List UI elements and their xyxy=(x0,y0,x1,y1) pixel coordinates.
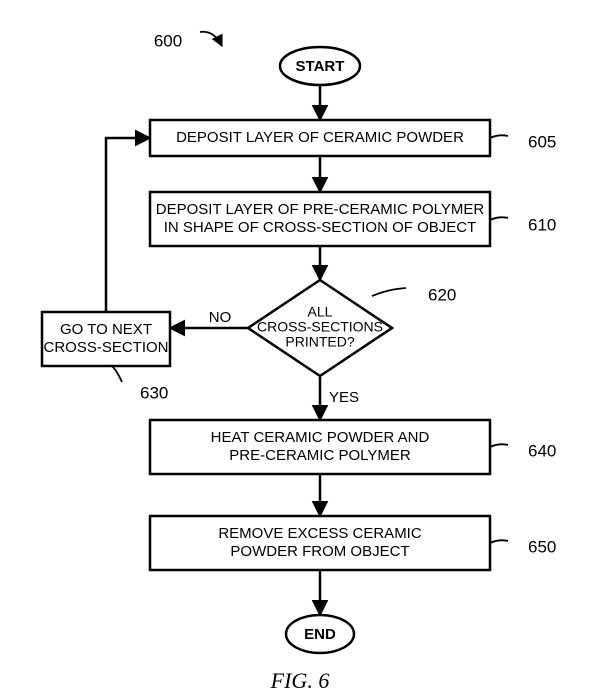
svg-text:DEPOSIT LAYER OF PRE-CERAMIC P: DEPOSIT LAYER OF PRE-CERAMIC POLYMER xyxy=(156,201,485,218)
ref-label-620: 620 xyxy=(428,285,456,304)
ref-leader-605 xyxy=(490,135,508,138)
svg-text:POWDER FROM OBJECT: POWDER FROM OBJECT xyxy=(230,543,409,560)
end-label: END xyxy=(304,626,336,643)
figure-ref-label: 600 xyxy=(154,31,182,50)
ref-label-640: 640 xyxy=(528,441,556,460)
step-640: HEAT CERAMIC POWDER ANDPRE-CERAMIC POLYM… xyxy=(150,420,490,474)
ref-label-650: 650 xyxy=(528,537,556,556)
svg-text:IN SHAPE OF CROSS-SECTION OF O: IN SHAPE OF CROSS-SECTION OF OBJECT xyxy=(164,219,477,236)
ref-leader-620 xyxy=(372,288,406,296)
ref-leader-640 xyxy=(490,444,508,447)
svg-text:DEPOSIT LAYER OF CERAMIC POWDE: DEPOSIT LAYER OF CERAMIC POWDER xyxy=(176,129,464,146)
ref-leader-650 xyxy=(490,540,508,543)
start-label: START xyxy=(296,58,345,75)
ref-leader-610 xyxy=(490,217,508,220)
step-650: REMOVE EXCESS CERAMICPOWDER FROM OBJECT xyxy=(150,516,490,570)
step-605: DEPOSIT LAYER OF CERAMIC POWDER xyxy=(150,120,490,156)
edge-label-620-630: NO xyxy=(209,309,232,326)
start-terminator: START xyxy=(280,47,360,85)
svg-text:CROSS-SECTION: CROSS-SECTION xyxy=(43,339,168,356)
flowchart-canvas: YES NO START END DEPOSIT LAYER OF CERAMIC P… xyxy=(0,0,600,699)
edge-630-605 xyxy=(106,138,150,312)
step-630: GO TO NEXTCROSS-SECTION xyxy=(42,312,170,366)
ref-label-630: 630 xyxy=(140,383,168,402)
svg-text:PRINTED?: PRINTED? xyxy=(285,334,354,350)
ref-leader-630 xyxy=(112,366,122,382)
svg-text:GO TO NEXT: GO TO NEXT xyxy=(60,321,152,338)
svg-text:REMOVE EXCESS CERAMIC: REMOVE EXCESS CERAMIC xyxy=(218,525,422,542)
svg-text:PRE-CERAMIC POLYMER: PRE-CERAMIC POLYMER xyxy=(229,447,411,464)
svg-text:CROSS-SECTIONS: CROSS-SECTIONS xyxy=(257,319,383,335)
step-610: DEPOSIT LAYER OF PRE-CERAMIC POLYMERIN S… xyxy=(150,192,490,246)
edge-label-620-640: YES xyxy=(329,389,359,406)
ref-label-605: 605 xyxy=(528,132,556,151)
svg-text:ALL: ALL xyxy=(308,304,333,320)
svg-text:HEAT CERAMIC POWDER AND: HEAT CERAMIC POWDER AND xyxy=(211,429,430,446)
ref-label-610: 610 xyxy=(528,215,556,234)
caption-layer: FIG. 6 xyxy=(270,668,330,693)
figure-ref-arrow xyxy=(200,32,222,46)
end-terminator: END xyxy=(286,615,354,653)
step-620: ALLCROSS-SECTIONSPRINTED? xyxy=(248,280,392,376)
figure-caption: FIG. 6 xyxy=(270,668,330,693)
